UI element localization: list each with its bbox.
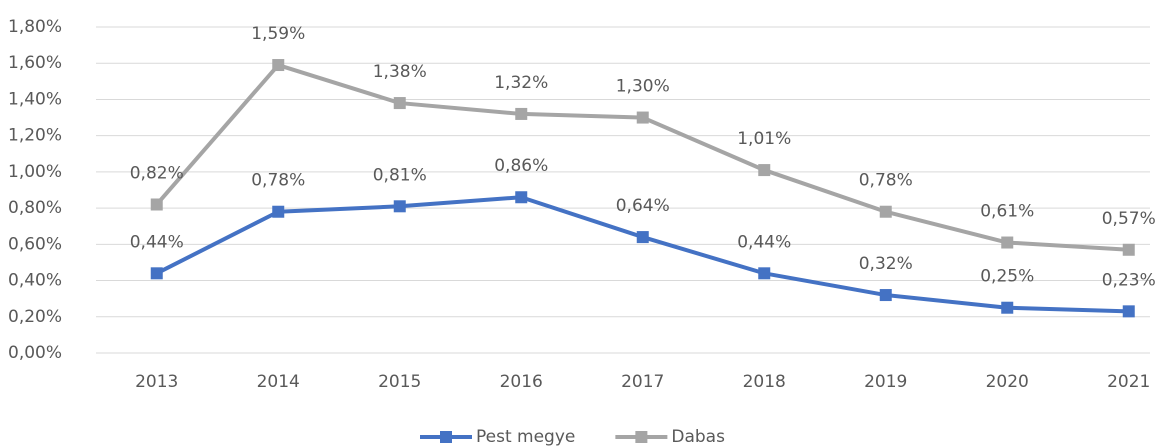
data-label: 1,38% bbox=[373, 62, 427, 82]
data-label: 0,78% bbox=[251, 171, 305, 191]
data-label: 0,23% bbox=[1102, 270, 1156, 290]
marker bbox=[758, 267, 771, 280]
y-tick-label: 0,80% bbox=[8, 198, 62, 218]
x-tick-label: 2014 bbox=[257, 372, 300, 392]
data-label: 0,25% bbox=[980, 267, 1034, 287]
x-tick-label: 2013 bbox=[135, 372, 178, 392]
legend-marker bbox=[635, 431, 648, 443]
x-tick-label: 2021 bbox=[1107, 372, 1150, 392]
x-tick-label: 2018 bbox=[743, 372, 786, 392]
marker bbox=[1001, 301, 1014, 314]
y-tick-label: 1,80% bbox=[8, 17, 62, 37]
marker bbox=[393, 97, 406, 110]
data-label: 1,01% bbox=[737, 129, 791, 149]
y-tick-label: 0,60% bbox=[8, 234, 62, 254]
x-tick-label: 2019 bbox=[864, 372, 907, 392]
marker bbox=[636, 111, 649, 124]
y-tick-label: 0,20% bbox=[8, 307, 62, 327]
marker bbox=[1122, 243, 1135, 256]
marker bbox=[272, 59, 285, 72]
marker bbox=[515, 191, 528, 204]
legend-marker bbox=[440, 431, 452, 443]
data-label: 0,44% bbox=[130, 232, 184, 252]
data-label: 0,57% bbox=[1102, 209, 1156, 229]
x-tick-label: 2016 bbox=[500, 372, 543, 392]
legend-label: Dabas bbox=[671, 427, 725, 447]
marker bbox=[879, 205, 892, 218]
data-label: 1,59% bbox=[251, 24, 305, 44]
y-tick-label: 0,40% bbox=[8, 271, 62, 291]
marker bbox=[758, 164, 771, 177]
marker bbox=[515, 107, 528, 120]
y-tick-label: 1,00% bbox=[8, 162, 62, 182]
data-label: 0,78% bbox=[859, 171, 913, 191]
data-label: 0,61% bbox=[980, 202, 1034, 222]
y-tick-label: 1,20% bbox=[8, 126, 62, 146]
marker bbox=[1122, 305, 1135, 318]
marker bbox=[879, 289, 892, 302]
x-tick-label: 2020 bbox=[986, 372, 1029, 392]
marker bbox=[150, 267, 163, 280]
y-tick-label: 0,00% bbox=[8, 343, 62, 363]
data-label: 0,82% bbox=[130, 163, 184, 183]
x-tick-label: 2017 bbox=[621, 372, 664, 392]
y-tick-label: 1,40% bbox=[8, 89, 62, 109]
marker bbox=[1001, 236, 1014, 249]
data-label: 1,30% bbox=[616, 77, 670, 97]
y-tick-label: 1,60% bbox=[8, 53, 62, 73]
marker bbox=[150, 198, 163, 211]
data-label: 1,32% bbox=[494, 73, 548, 93]
marker bbox=[636, 231, 649, 244]
data-label: 0,32% bbox=[859, 254, 913, 274]
x-tick-label: 2015 bbox=[378, 372, 421, 392]
data-label: 0,44% bbox=[737, 232, 791, 252]
legend-label: Pest megye bbox=[476, 427, 575, 447]
marker bbox=[393, 200, 406, 213]
data-label: 0,64% bbox=[616, 196, 670, 216]
data-label: 0,86% bbox=[494, 156, 548, 176]
marker bbox=[272, 205, 285, 218]
data-label: 0,81% bbox=[373, 165, 427, 185]
